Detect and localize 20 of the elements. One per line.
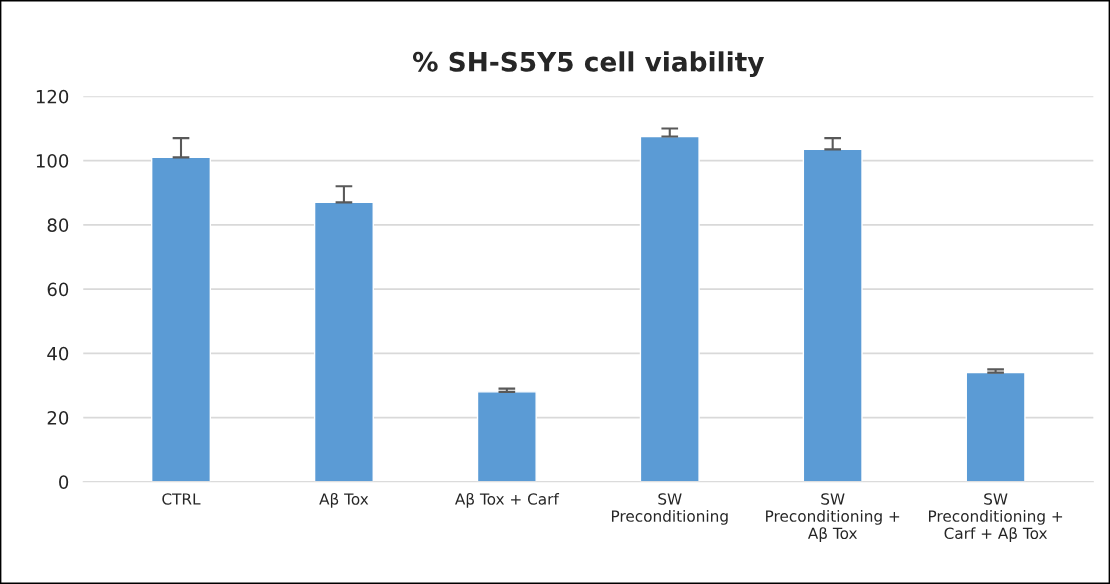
bar	[639, 135, 700, 482]
bar	[313, 201, 374, 482]
y-tick-label: 0	[59, 475, 69, 489]
bar	[150, 156, 212, 482]
bar	[476, 391, 537, 482]
x-tick-label: SW Preconditioning + Carf + Aβ Tox	[929, 493, 1063, 543]
x-tick-label: CTRL	[162, 493, 201, 505]
x-tick-label: Aβ Tox + Carf	[455, 492, 560, 508]
y-tick-label: 80	[47, 218, 69, 232]
chart-title: % SH-S5Y5 cell viability	[412, 51, 765, 78]
y-tick-label: 100	[36, 154, 69, 168]
x-tick-label: SW Preconditioning	[611, 493, 728, 525]
x-tick-label: SW Preconditioning + Aβ Tox	[766, 493, 900, 543]
y-tick-label: 120	[36, 89, 69, 104]
bar	[802, 148, 863, 482]
y-tick-label: 40	[47, 346, 69, 361]
x-tick-label: Aβ Tox	[319, 492, 369, 508]
y-tick-label: 20	[47, 411, 69, 425]
bar	[965, 371, 1026, 482]
y-tick-label: 60	[47, 282, 69, 297]
